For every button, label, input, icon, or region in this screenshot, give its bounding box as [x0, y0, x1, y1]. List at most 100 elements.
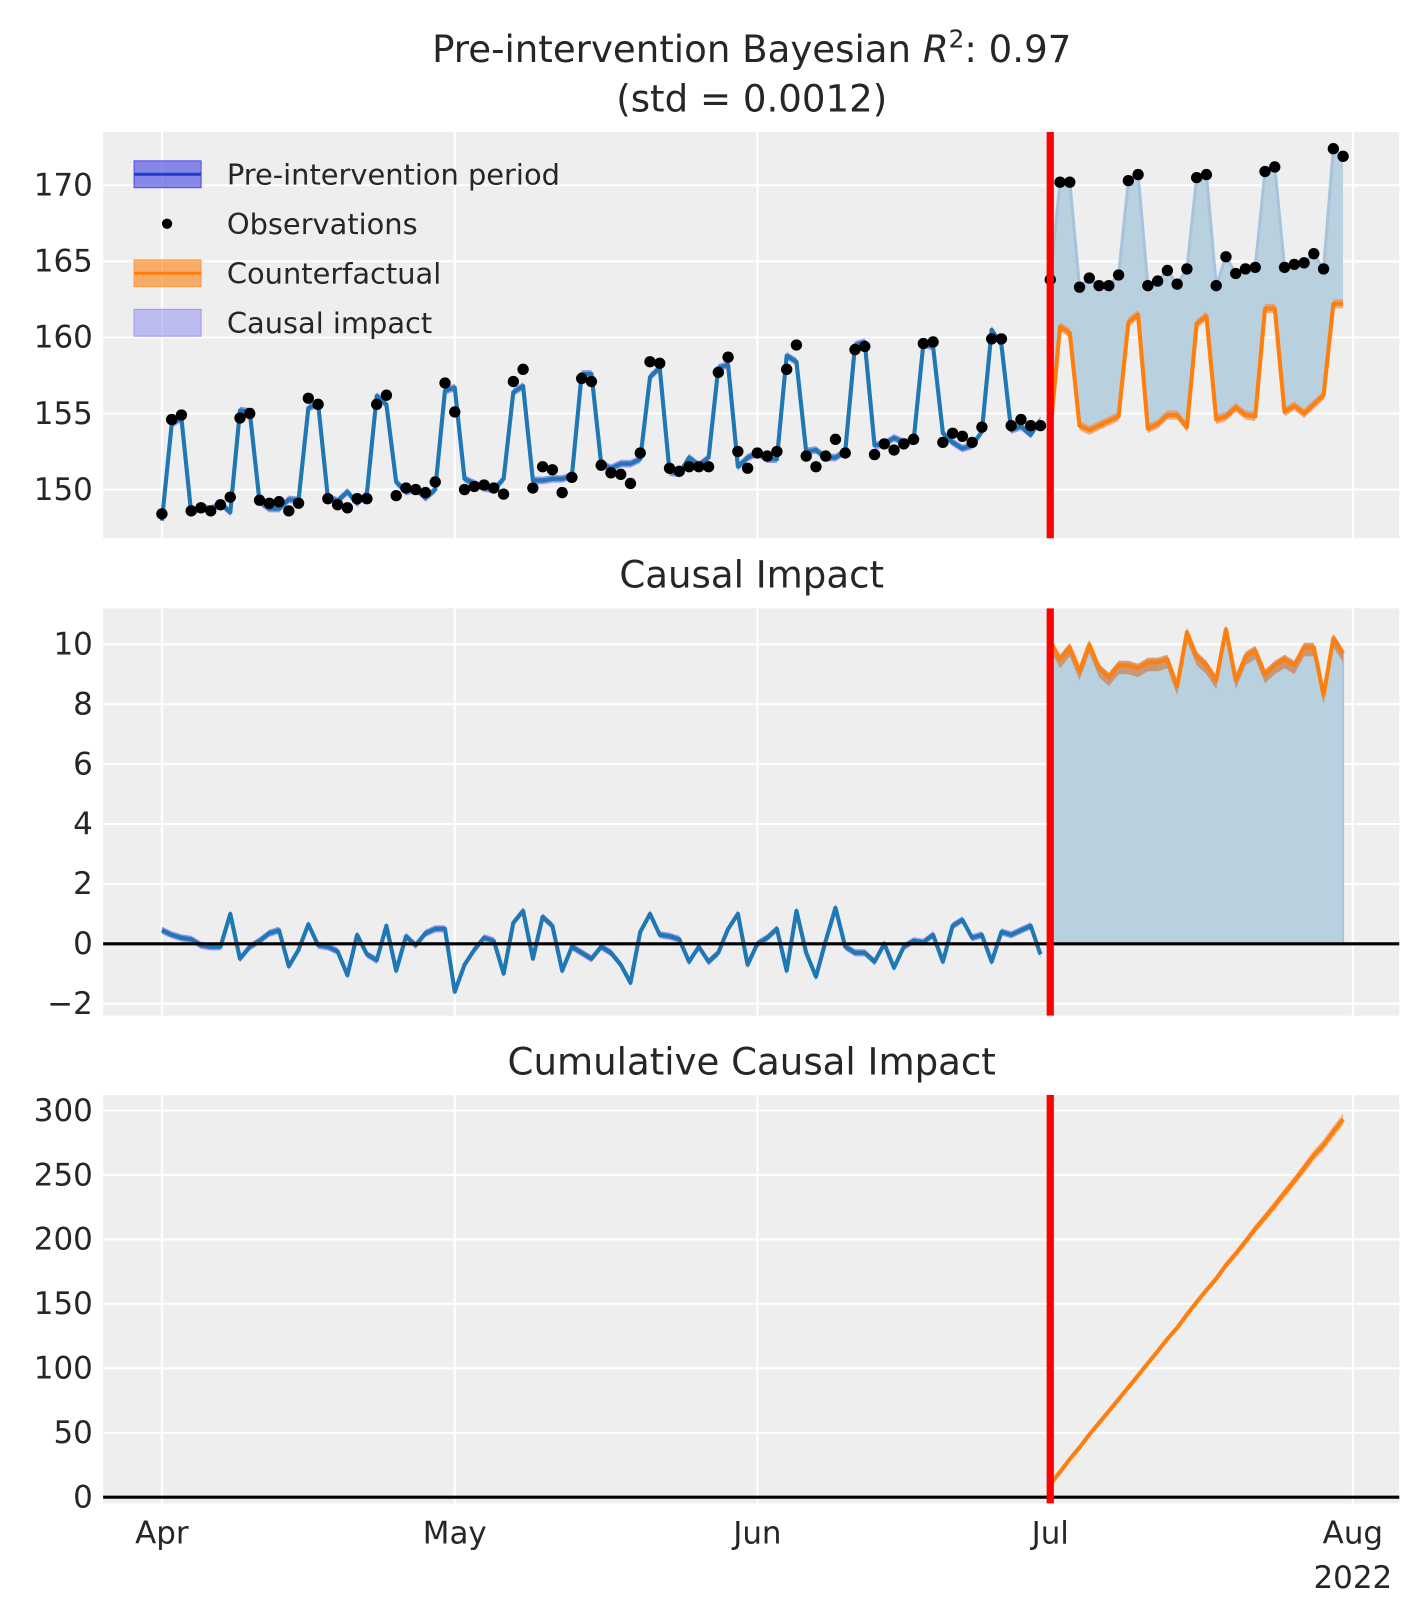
y-tick-label: 6 [73, 746, 93, 782]
observation-point [829, 433, 842, 446]
observation-point [449, 406, 461, 418]
x-tick-label: Jun [731, 1516, 781, 1552]
bottom-title: Cumulative Causal Impact [508, 1040, 996, 1083]
observation-point [1142, 279, 1154, 292]
observation-point [1103, 279, 1115, 292]
observation-point [546, 464, 559, 476]
observation-point [1064, 176, 1076, 188]
observation-point [351, 493, 363, 505]
observation-point [907, 433, 920, 446]
impact-panel: −2 0 2 4 6 8 10 [47, 608, 1400, 1022]
observation-point [751, 447, 764, 459]
observation-point [741, 462, 754, 474]
observation-point [937, 436, 949, 449]
observation-point [527, 482, 539, 494]
observation-point [732, 445, 744, 458]
observation-point [175, 409, 188, 421]
observation-point [1288, 258, 1300, 271]
observation-point [439, 377, 451, 389]
observation-point [234, 412, 246, 424]
observation-point [517, 363, 529, 376]
observation-point [361, 493, 373, 505]
top-title: Pre-intervention Bayesian R2: 0.97 [432, 24, 1071, 70]
observation-point [185, 505, 197, 517]
post-impact-line [1048, 627, 1345, 698]
observation-point [1161, 264, 1174, 277]
observation-point [322, 493, 334, 505]
observation-point [1200, 168, 1213, 181]
observation-point [283, 505, 295, 517]
observation-point [566, 471, 578, 484]
y-tick-label: 150 [34, 1286, 93, 1322]
observation-point [429, 476, 441, 488]
observation-point [1317, 263, 1330, 275]
legend: Pre-intervention period Observations Cou… [133, 158, 560, 340]
observation-point [898, 438, 910, 450]
observation-point [214, 499, 227, 511]
y-tick-label: 170 [34, 168, 93, 204]
observation-point [1122, 175, 1135, 187]
legend-label-causal-impact: Causal impact [227, 306, 432, 340]
observation-point [165, 413, 178, 426]
legend-label-counterfactual: Counterfactual [227, 257, 441, 291]
y-tick-label: 200 [34, 1222, 93, 1258]
observation-point [205, 505, 217, 517]
observation-point [1083, 272, 1095, 284]
observation-point [859, 340, 871, 353]
plot-area [103, 1095, 1400, 1504]
y-tick-label: 50 [53, 1415, 92, 1451]
observation-point [497, 488, 510, 500]
x-tick-label: May [423, 1516, 487, 1552]
observation-point [1151, 275, 1164, 287]
observation-point [800, 450, 812, 462]
observation-point [634, 447, 646, 459]
observation-point [615, 468, 627, 481]
observation-point [195, 502, 207, 514]
x-tick-label: Jul [1030, 1516, 1069, 1552]
observation-point [224, 491, 236, 503]
observation-point [1230, 267, 1242, 280]
observation-point [1278, 261, 1291, 274]
pre-impact-line [161, 905, 1043, 994]
observation-point [1259, 165, 1271, 178]
cumulative-panel: 0 50 100 150 200 250 300 [34, 1093, 1400, 1516]
observation-point [1015, 413, 1027, 426]
cumulative-impact-line [1048, 1117, 1345, 1486]
observation-point [761, 450, 773, 462]
observation-point [1171, 278, 1183, 290]
x-tick-label: Apr [135, 1516, 189, 1552]
y-tick-label: 100 [34, 1351, 93, 1387]
y-tick-label: 160 [34, 320, 93, 356]
y-tick-label: 300 [34, 1093, 93, 1129]
observation-point [946, 427, 959, 439]
observation-point [1132, 168, 1144, 181]
observation-point [302, 392, 315, 404]
y-tick-label: 155 [34, 396, 93, 432]
counterfactual-line [1048, 301, 1344, 434]
observation-point [468, 480, 480, 493]
observation-point [1005, 419, 1017, 432]
impact-area [1049, 628, 1345, 945]
y-tick-label: 10 [53, 627, 92, 663]
observation-point [712, 366, 725, 379]
observation-point [654, 357, 666, 369]
observation-point [156, 508, 168, 520]
observation-point [1025, 419, 1037, 432]
y-tick-label: 0 [73, 926, 93, 962]
observation-point [790, 339, 803, 351]
observation-point [956, 430, 969, 442]
observation-point [380, 389, 393, 401]
y-tick-label: 150 [34, 472, 93, 508]
x-tick-label: Aug [1323, 1516, 1383, 1552]
observation-point [663, 462, 676, 474]
observation-point [507, 375, 520, 388]
observation-point [820, 450, 832, 462]
post-impact-band [1050, 624, 1344, 705]
observation-point [644, 356, 656, 368]
observation-point [1249, 261, 1261, 274]
observation-point [927, 336, 939, 348]
observation-point [702, 461, 715, 473]
observation-point [253, 494, 266, 506]
observation-point [605, 467, 617, 479]
top-panel: 150 155 160 165 170 [34, 131, 1400, 539]
